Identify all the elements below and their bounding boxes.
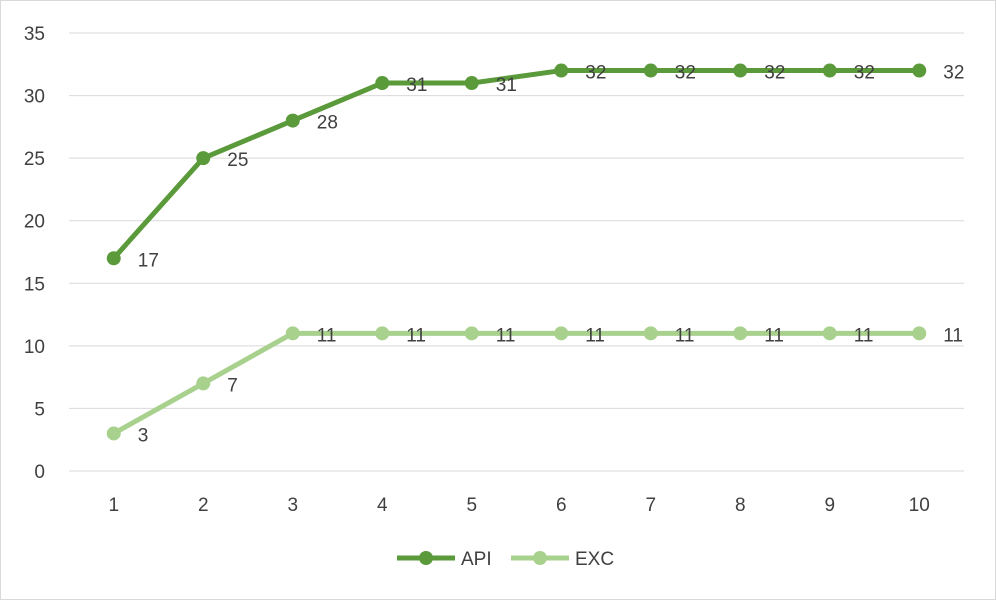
data-point-api — [106, 251, 121, 266]
y-tick-label: 20 — [24, 212, 45, 233]
data-point-api — [643, 63, 658, 78]
data-label-exc: 11 — [854, 325, 874, 346]
gridlines — [69, 32, 964, 472]
x-tick-label: 3 — [287, 495, 298, 516]
data-point-exc — [106, 426, 121, 441]
data-point-api — [822, 63, 837, 78]
data-label-exc: 11 — [675, 325, 695, 346]
data-label-api: 32 — [585, 63, 606, 84]
data-label-exc: 11 — [406, 325, 426, 346]
data-point-api — [554, 63, 569, 78]
data-point-exc — [733, 326, 748, 341]
data-point-exc — [375, 326, 390, 341]
data-label-api: 31 — [406, 75, 427, 96]
legend-label-exc: EXC — [575, 549, 614, 570]
x-tick-label: 8 — [735, 495, 746, 516]
data-point-exc — [554, 326, 569, 341]
data-point-exc — [822, 326, 837, 341]
y-tick-label: 0 — [34, 462, 45, 483]
data-label-api: 17 — [138, 250, 159, 271]
data-point-api — [464, 76, 479, 91]
x-tick-label: 10 — [909, 495, 930, 516]
data-label-exc: 11 — [317, 325, 337, 346]
data-labels: 17 25 28 31 31 32 32 32 32 32 3 7 11 11 11 11 11 11 11 11 — [138, 63, 965, 447]
x-axis-tick-labels: 1 2 3 4 5 6 7 8 9 10 — [108, 495, 929, 516]
data-point-api — [375, 76, 390, 91]
x-tick-label: 1 — [108, 495, 119, 516]
data-point-exc — [912, 326, 927, 341]
data-label-api: 28 — [317, 113, 338, 134]
x-tick-label: 7 — [645, 495, 656, 516]
y-tick-label: 10 — [24, 337, 45, 358]
y-tick-label: 35 — [24, 24, 45, 45]
data-label-api: 32 — [854, 63, 875, 84]
x-tick-label: 6 — [556, 495, 567, 516]
data-label-api: 32 — [764, 63, 785, 84]
data-label-api: 25 — [227, 150, 248, 171]
data-label-api: 32 — [675, 63, 696, 84]
legend-label-api: API — [461, 549, 492, 570]
series-line-exc — [111, 330, 922, 436]
data-label-exc: 11 — [943, 325, 963, 346]
data-label-exc: 11 — [496, 325, 516, 346]
data-point-exc — [464, 326, 479, 341]
y-axis-tick-labels: 0 5 10 15 20 25 30 35 — [24, 24, 45, 483]
y-tick-label: 25 — [24, 149, 45, 170]
legend-swatch-marker-api — [419, 551, 433, 565]
legend: API EXC — [397, 549, 614, 570]
y-tick-label: 30 — [24, 87, 45, 108]
data-point-api — [733, 63, 748, 78]
data-label-exc: 3 — [138, 425, 149, 446]
data-label-exc: 11 — [764, 325, 784, 346]
data-label-api: 31 — [496, 75, 517, 96]
data-point-api — [912, 63, 927, 78]
data-point-exc — [643, 326, 658, 341]
y-tick-label: 5 — [34, 399, 45, 420]
data-label-exc: 7 — [227, 375, 238, 396]
series-lines — [106, 63, 927, 441]
series-line-api — [111, 68, 922, 261]
data-label-api: 32 — [943, 63, 964, 84]
data-point-exc — [196, 376, 211, 391]
data-point-exc — [285, 326, 300, 341]
x-tick-label: 4 — [377, 495, 388, 516]
data-point-api — [196, 151, 211, 166]
y-tick-label: 15 — [24, 274, 45, 295]
x-tick-label: 2 — [198, 495, 209, 516]
x-tick-label: 9 — [824, 495, 835, 516]
data-point-api — [285, 113, 300, 128]
x-tick-label: 5 — [466, 495, 477, 516]
data-label-exc: 11 — [585, 325, 605, 346]
legend-swatch-marker-exc — [533, 551, 547, 565]
